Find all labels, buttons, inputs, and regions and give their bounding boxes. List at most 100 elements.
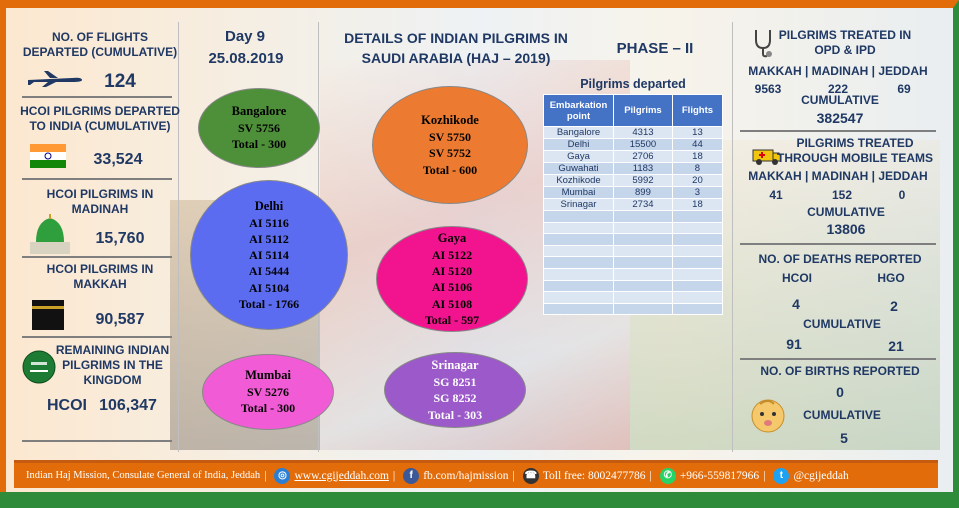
oval-city: Bangalore [231,104,287,119]
table-cell [543,267,614,281]
oval-city: Gaya [437,231,467,246]
section-divider [740,358,936,360]
opd-cities: MAKKAH | MADINAH | JEDDAH [748,64,928,78]
deaths-hgo-label: HGO [877,271,905,285]
oval-flight: SV 5752 [428,146,472,161]
india-flag-icon [30,144,66,168]
table-cell [671,221,724,235]
remaining-value: 106,347 [99,397,157,414]
table-cell: 15500 [613,138,673,151]
section-divider [740,243,936,245]
deaths-cumulative-hcoi: 91 [786,336,802,352]
flight-oval-srinagar: Srinagar SG 8251 SG 8252 Total - 303 [384,352,526,428]
column-divider [178,22,179,452]
makkah-label: HCOI PILGRIMS IN MAKKAH [46,262,154,291]
table-cell: Srinagar [543,198,614,211]
table-cell [613,221,673,235]
facebook-icon: f [403,467,420,484]
table-cell: 2706 [613,150,673,163]
table-cell [671,256,724,269]
oval-total: Total - 300 [231,137,287,152]
table-cell [543,244,614,258]
oval-flight: AI 5108 [431,296,473,311]
oval-city: Kozhikode [421,113,479,128]
table-row: Delhi 15500 44 [543,138,724,151]
facebook-link[interactable]: fb.com/hajmission [423,469,509,482]
oval-city: Mumbai [245,368,291,383]
table-cell: Mumbai [543,186,614,199]
flight-oval-bangalore: Bangalore SV 5756 Total - 300 [198,88,320,168]
table-cell: 2734 [613,198,673,211]
mobile-title: PILGRIMS TREATED THROUGH MOBILE TEAMS [777,136,933,165]
green-dome-icon [26,214,74,254]
tollfree-number[interactable]: Toll free: 8002477786 [542,469,646,482]
section-divider [22,336,172,338]
makkah-value: 90,587 [95,311,145,328]
table-cell [613,233,673,246]
flight-oval-mumbai: Mumbai SV 5276 Total - 300 [202,354,334,430]
oval-total: Total - 300 [240,401,296,416]
bottom-color-bar [0,492,959,508]
table-row: Guwahati 1183 8 [543,162,724,175]
ambulance-icon [752,146,782,166]
table-cell [543,221,614,235]
table-cell: Bangalore [543,126,614,139]
remaining-label: REMAINING INDIAN PILGRIMS IN THE KINGDOM [55,343,170,387]
column-header: Embarkation point [543,94,614,127]
table-row: Bangalore 4313 13 [543,126,724,139]
table-row-empty [543,233,724,246]
table-cell: 13 [671,126,724,139]
oval-total: Total - 1766 [238,296,300,311]
kaaba-icon [28,296,68,332]
phase-label: PHASE – II [616,40,694,57]
table-cell: 18 [671,198,724,211]
oval-city: Srinagar [431,358,479,373]
table-cell: Gaya [543,150,614,163]
hcoi-departed-value: 33,524 [93,151,143,168]
table-row-empty [543,291,724,304]
table-cell [671,267,724,281]
table-cell [671,210,724,223]
pilgrims-departed-table: Embarkation point Pilgrims Flights Banga… [543,94,724,316]
table-cell [543,256,614,269]
oval-flight: SG 8251 [433,375,477,390]
table-cell [671,291,724,304]
table-cell: 1183 [613,162,673,175]
births-value: 0 [836,384,844,400]
table-row: Kozhikode 5992 20 [543,174,724,187]
table-cell [613,291,673,304]
website-link[interactable]: www.cgijeddah.com [294,469,389,482]
oval-flight: AI 5114 [249,248,289,263]
column-header: Flights [671,94,724,127]
table-cell: 4313 [613,126,673,139]
table-row-empty [543,256,724,269]
births-title: NO. OF BIRTHS REPORTED [760,364,920,378]
table-cell [613,302,673,316]
footer-bar: Indian Haj Mission, Consulate General of… [14,460,938,488]
table-cell [671,279,724,293]
hcoi-departed-label: HCOI PILGRIMS DEPARTED TO INDIA (CUMULAT… [20,104,180,133]
oval-flight: AI 5120 [431,264,473,279]
births-cumulative-value: 5 [840,430,848,446]
table-row-empty [543,267,724,281]
table-cell [543,291,614,304]
table-cell [613,279,673,293]
whatsapp-number[interactable]: +966-559817966 [679,469,760,482]
deaths-hgo-value: 2 [890,298,898,314]
table-row-empty [543,244,724,258]
flight-oval-kozhikode: Kozhikode SV 5750 SV 5752 Total - 600 [372,86,528,204]
oval-flight: AI 5104 [248,280,290,295]
twitter-handle[interactable]: @cgijeddah [793,469,849,482]
table-row: Srinagar 2734 18 [543,198,724,211]
opd-title: PILGRIMS TREATED IN OPD & IPD [778,28,912,57]
footer-mission: Indian Haj Mission, Consulate General of… [26,470,261,481]
mobile-cumulative-label: CUMULATIVE [807,205,885,219]
date-label: 25.08.2019 [208,50,284,67]
twitter-icon: t [773,467,790,484]
table-row-empty [543,221,724,235]
remaining-prefix: HCOI [47,397,87,414]
madinah-value: 15,760 [95,230,145,247]
table-cell: Guwahati [543,162,614,175]
madinah-label: HCOI PILGRIMS IN MADINAH [46,187,154,216]
oval-flight: AI 5116 [249,215,289,230]
